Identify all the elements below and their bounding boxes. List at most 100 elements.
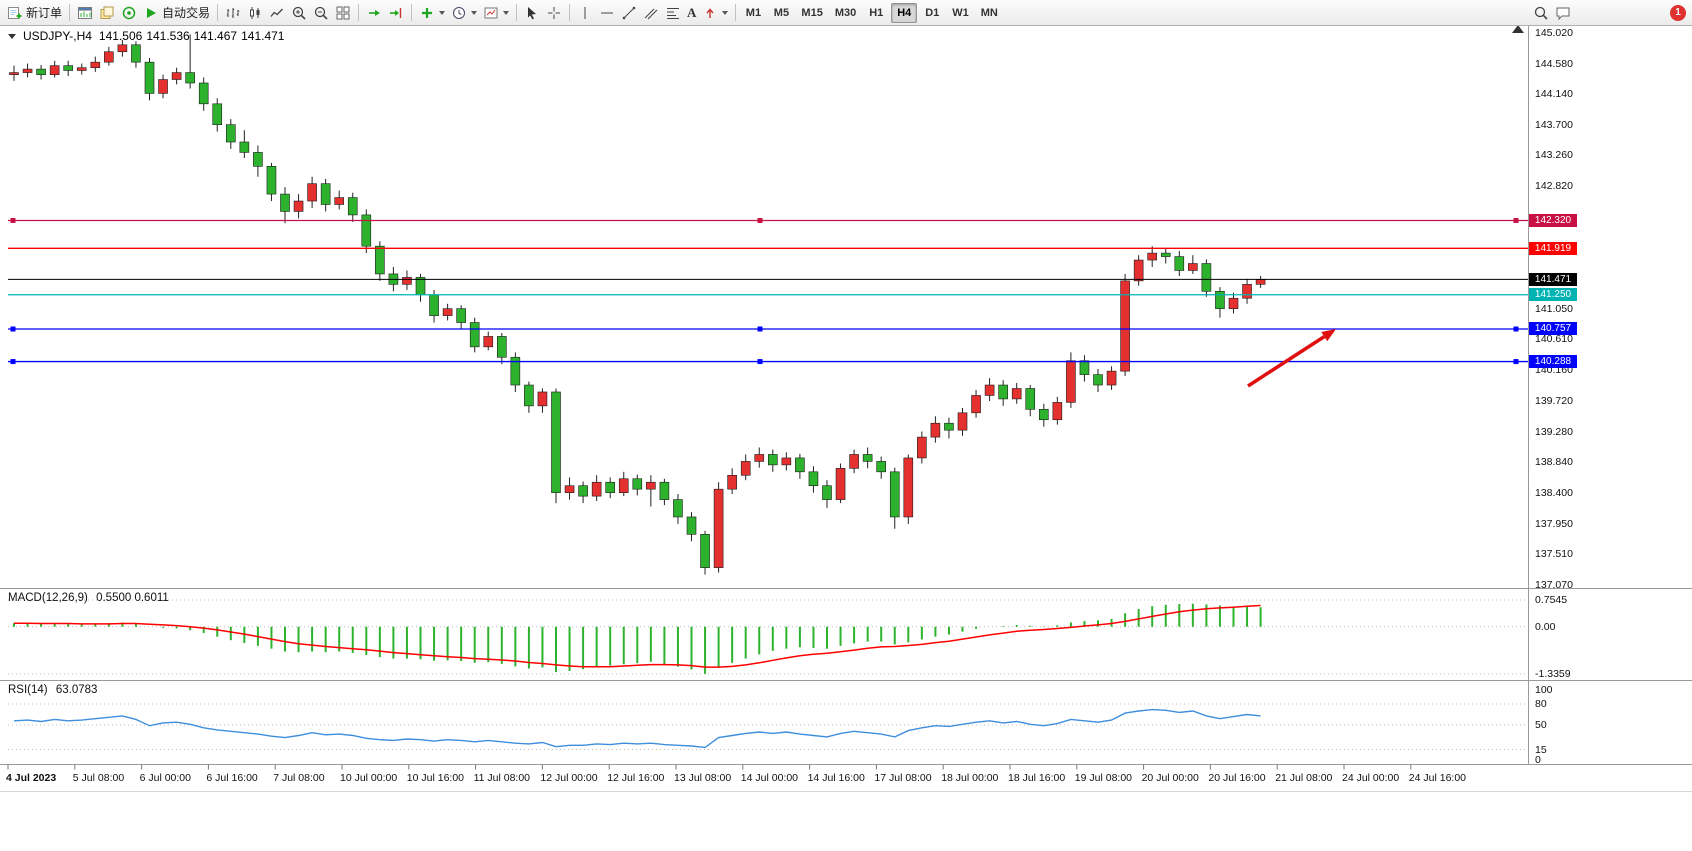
zoom-out-button[interactable] [310,2,332,24]
time-axis-label: 6 Jul 16:00 [206,772,258,784]
profiles-icon [100,6,114,19]
arrows-tool-button[interactable] [699,2,731,24]
zoom-out-icon [314,6,328,20]
channel-tool-button[interactable] [640,2,662,24]
crosshair-tool-button[interactable] [543,2,565,24]
candlestick-chart-button[interactable] [244,2,266,24]
auto-scroll-button[interactable] [363,2,385,24]
clock-icon [453,6,466,19]
periods-button[interactable] [448,2,480,24]
notification-badge[interactable]: 1 [1670,4,1686,21]
toolbar-separator [516,4,518,21]
line-handle[interactable] [1513,217,1519,223]
new-order-button[interactable]: 新订单 [4,2,65,24]
timeframe-mn-button[interactable]: MN [980,6,998,19]
line-handle[interactable] [757,326,763,332]
price-axis-label: 139.720 [1535,395,1573,407]
template-chart-icon [484,7,498,18]
chart-shift-marker[interactable] [1512,25,1524,33]
trend-arrow-annotation[interactable] [1247,329,1336,388]
toolbar-separator [358,4,360,21]
macd-signal-line [14,604,1261,668]
timeframe-m1-button[interactable]: M1 [745,6,762,19]
autotrading-label: 自动交易 [162,6,211,20]
price-axis-label: 145.020 [1535,27,1573,39]
chart-collapse-icon[interactable] [8,33,16,39]
autotrading-button[interactable]: 自动交易 [140,2,213,24]
search-icon [1534,6,1548,20]
horizontal-line-tool-button[interactable] [596,2,618,24]
time-axis-label: 14 Jul 16:00 [807,772,865,784]
vertical-line-tool-button[interactable] [574,2,596,24]
time-axis-label: 6 Jul 00:00 [139,772,191,784]
line-handle[interactable] [757,217,763,223]
time-axis-label: 18 Jul 16:00 [1008,772,1066,784]
chat-button[interactable] [1552,2,1574,24]
arrow-tool-icon [706,7,714,18]
price-axis-label: 137.070 [1535,579,1573,591]
navigator-button[interactable] [118,2,140,24]
bar-chart-icon [226,7,240,18]
add-indicator-icon [422,7,433,18]
zoom-in-icon [292,6,306,20]
autotrading-play-icon [147,7,157,18]
cursor-tool-button[interactable] [521,2,543,24]
auto-scroll-icon [369,9,381,16]
timeframe-w1-button[interactable]: W1 [952,6,969,19]
line-handle[interactable] [757,359,763,365]
price-axis-label: 143.700 [1535,118,1573,131]
price-axis-label: 144.580 [1535,57,1573,70]
line-handle[interactable] [1513,359,1519,365]
time-axis-label: 5 Jul 08:00 [72,772,125,784]
chart-window-button[interactable] [74,2,96,24]
price-axis-label: 144.140 [1535,88,1573,101]
timeframe-d1-button[interactable]: D1 [925,6,940,19]
templates-button[interactable] [480,2,512,24]
price-axis-label: 140.160 [1535,364,1573,377]
chart-shift-button[interactable] [385,2,407,24]
search-button[interactable] [1530,2,1552,24]
line-handle[interactable] [1513,326,1519,332]
tile-windows-button[interactable] [332,2,354,24]
line-handle[interactable] [10,217,16,223]
time-axis-label: 7 Jul 08:00 [273,772,325,784]
new-chart-button[interactable] [416,2,448,24]
line-handle[interactable] [10,359,16,365]
profiles-button[interactable] [96,2,118,24]
trendline-icon [622,6,636,19]
price-axis-label: 138.840 [1535,456,1573,469]
time-axis-label: 18 Jul 00:00 [941,772,999,784]
price-axis-label: 140.610 [1535,333,1573,346]
timeframe-m15-button[interactable]: M15 [801,6,823,19]
toolbar-separator [569,4,571,21]
new-order-icon [8,6,22,19]
fibonacci-tool-button[interactable] [662,2,684,24]
navigator-icon [122,6,136,19]
timeframe-m30-button[interactable]: M30 [834,6,857,19]
toolbar-separator [411,4,413,21]
time-axis-label: 14 Jul 00:00 [740,772,799,784]
toolbar-separator [69,4,71,21]
line-chart-icon [270,8,283,17]
line-chart-button[interactable] [266,2,288,24]
timeframe-m5-button[interactable]: M5 [773,6,790,19]
chart-window-icon [78,6,93,19]
toolbar-separator [735,4,737,21]
zoom-in-button[interactable] [288,2,310,24]
time-axis-label: 24 Jul 00:00 [1342,772,1400,784]
chart-shift-icon [390,7,402,18]
macd-series [13,603,1262,674]
text-tool-icon: A [687,4,697,20]
timeframe-h4-button[interactable]: H4 [891,2,918,23]
chat-bubble-icon [1556,7,1570,20]
line-handle[interactable] [10,326,16,332]
toolbar: 新订单 自动交易 [0,0,1692,26]
new-order-label: 新订单 [26,6,63,20]
time-axis-label: 12 Jul 16:00 [607,772,665,784]
bar-chart-button[interactable] [222,2,244,24]
price-axis-label: 142.820 [1535,179,1573,192]
trendline-tool-button[interactable] [618,2,640,24]
timeframe-h1-button[interactable]: H1 [869,6,884,19]
text-tool-button[interactable]: A [684,2,699,24]
